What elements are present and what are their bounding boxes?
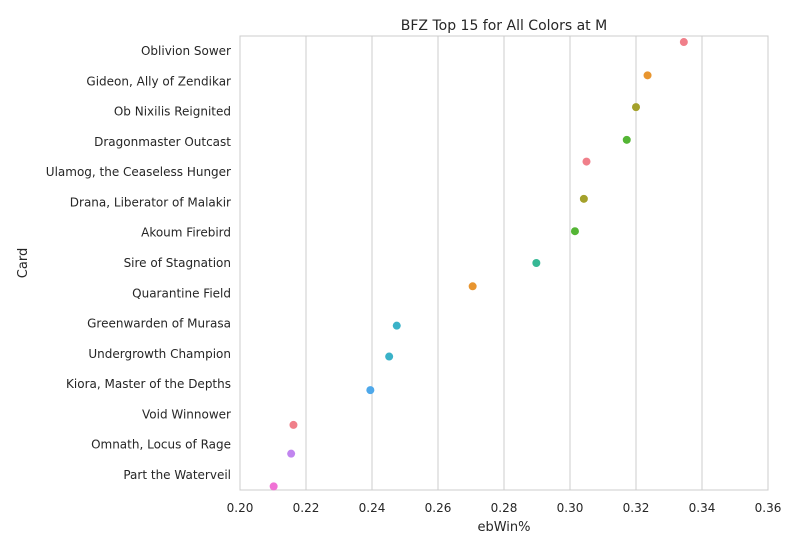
y-tick-label: Kiora, Master of the Depths [66,377,231,391]
y-tick-label: Oblivion Sower [141,44,231,58]
x-tick-label: 0.24 [359,501,386,515]
y-tick-label: Part the Waterveil [123,468,231,482]
x-tick-label: 0.34 [689,501,716,515]
y-tick-label: Omnath, Locus of Rage [91,438,231,452]
x-tick-label: 0.32 [623,501,650,515]
y-tick-labels: Oblivion Sower Gideon, Ally of Zendikar Ob… [46,44,232,482]
x-tick-label: 0.28 [491,501,518,515]
data-point [532,259,541,267]
data-point [287,449,296,458]
y-tick-label: Sire of Stagnation [124,256,231,270]
y-tick-label: Dragonmaster Outcast [94,135,231,149]
data-point [582,157,591,166]
y-tick-label: Drana, Liberator of Malakir [70,195,231,209]
x-axis-label: ebWin% [477,520,530,535]
data-point [570,227,579,236]
y-tick-label: Quarantine Field [132,286,231,300]
y-tick-label: Undergrowth Champion [88,347,231,361]
data-point [392,321,401,330]
data-point [622,135,631,144]
data-point [679,38,688,47]
data-point [366,386,375,395]
data-point [269,482,278,491]
x-tick-label: 0.36 [755,501,782,515]
y-tick-label: Void Winnower [142,407,231,421]
grid [305,36,703,490]
data-points [269,38,688,491]
data-point [289,420,298,429]
data-point [643,71,652,80]
x-tick-label: 0.26 [425,501,452,515]
data-point [468,282,477,291]
y-tick-label: Gideon, Ally of Zendikar [86,74,231,88]
x-tick-label: 0.20 [227,501,254,515]
y-tick-label: Greenwarden of Murasa [87,317,231,331]
y-tick-label: Akoum Firebird [141,226,231,240]
chart-title: BFZ Top 15 for All Colors at M [401,18,607,34]
data-point [632,103,640,112]
y-axis-label: Card [16,248,31,278]
data-point [579,194,588,203]
y-tick-label: Ob Nixilis Reignited [114,105,231,119]
x-tick-labels: 0.20 0.22 0.24 0.26 0.28 0.30 0.32 0.34 0.36 [227,501,782,515]
x-tick-label: 0.22 [293,501,320,515]
x-tick-label: 0.30 [557,501,584,515]
data-point [385,352,394,361]
y-tick-label: Ulamog, the Ceaseless Hunger [46,165,231,179]
